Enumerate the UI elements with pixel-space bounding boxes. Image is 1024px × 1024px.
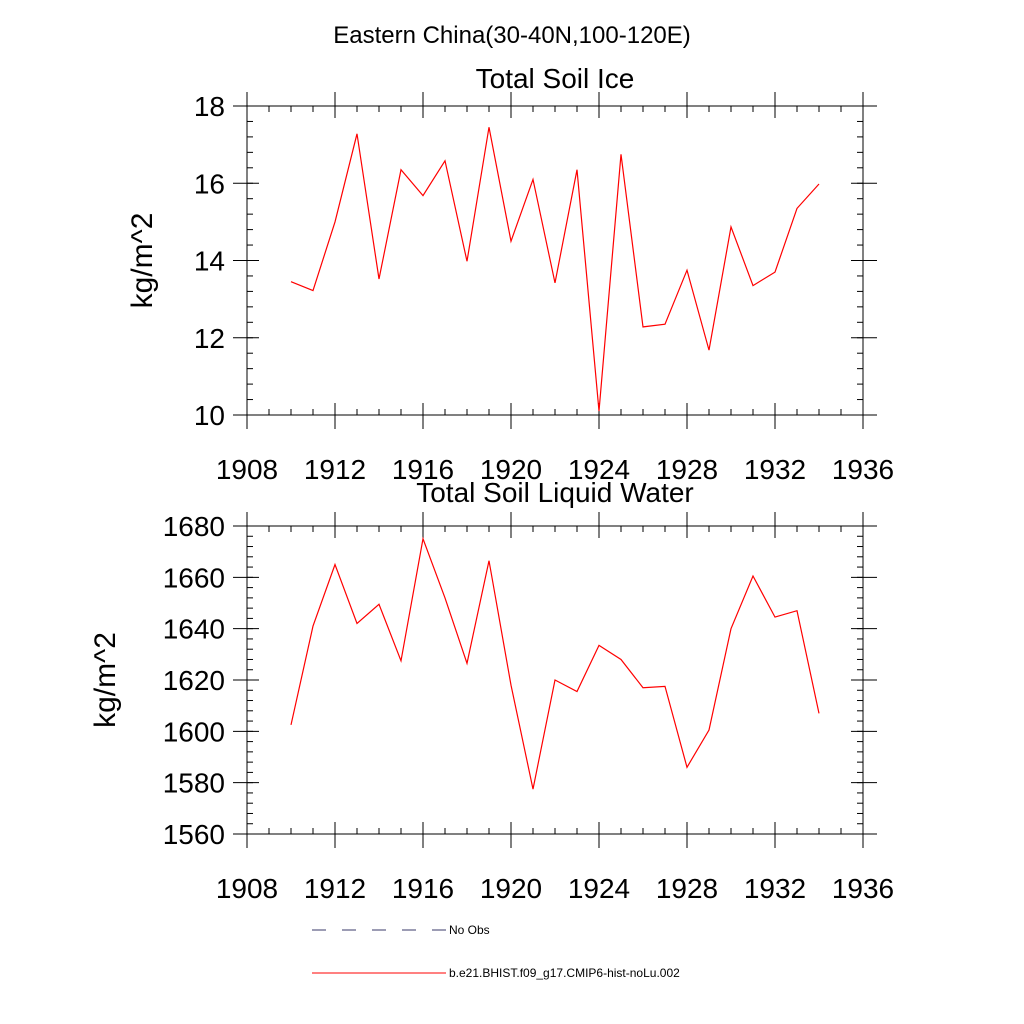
x-tick-label: 1912	[304, 873, 366, 904]
y-axis-label: kg/m^2	[89, 632, 122, 728]
y-tick-label: 12	[194, 323, 225, 354]
series-line	[290, 536, 820, 790]
x-tick-label: 1936	[832, 454, 894, 485]
x-tick-label: 1924	[568, 873, 630, 904]
legend-label: b.e21.BHIST.f09_g17.CMIP6-hist-noLu.002	[449, 966, 680, 980]
y-tick-label: 1660	[163, 562, 225, 593]
series-line	[290, 127, 820, 412]
x-tick-label: 1920	[480, 873, 542, 904]
legend-entry-model-run: b.e21.BHIST.f09_g17.CMIP6-hist-noLu.002	[312, 966, 680, 980]
y-tick-label: 1560	[163, 819, 225, 850]
x-tick-label: 1924	[568, 454, 630, 485]
y-tick-label: 1600	[163, 716, 225, 747]
chart-panel-total-soil-ice: Total Soil Ice 10 12 14 16 18 1908 1912 1916 1920…	[126, 63, 894, 485]
x-tick-label: 1908	[216, 454, 278, 485]
y-axis-label: kg/m^2	[126, 213, 159, 309]
x-tick-label: 1936	[832, 873, 894, 904]
y-tick-label: 1680	[163, 511, 225, 542]
legend-label: No Obs	[449, 923, 490, 937]
y-tick-label: 1580	[163, 768, 225, 799]
x-tick-label: 1912	[304, 454, 366, 485]
x-tick-label: 1916	[392, 873, 454, 904]
figure-suptitle: Eastern China(30-40N,100-120E)	[333, 22, 691, 49]
y-tick-label: 14	[194, 246, 225, 277]
y-tick-label: 16	[194, 168, 225, 199]
y-tick-label: 18	[194, 91, 225, 122]
legend: No Obs b.e21.BHIST.f09_g17.CMIP6-hist-no…	[312, 923, 680, 980]
x-tick-label: 1928	[656, 873, 718, 904]
x-tick-label: 1928	[656, 454, 718, 485]
legend-entry-no-obs: No Obs	[312, 923, 490, 937]
y-tick-label: 1640	[163, 614, 225, 645]
x-tick-label: 1908	[216, 873, 278, 904]
chart-title: Total Soil Ice	[476, 63, 635, 94]
x-tick-label: 1916	[392, 454, 454, 485]
y-tick-label: 10	[194, 400, 225, 431]
x-tick-label: 1920	[480, 454, 542, 485]
x-tick-label: 1932	[744, 873, 806, 904]
chart-title: Total Soil Liquid Water	[416, 477, 694, 508]
plot-frame	[246, 105, 864, 416]
x-tick-label: 1932	[744, 454, 806, 485]
chart-panel-total-soil-liquid-water: Total Soil Liquid Water 1560 1580 1600 1620 1…	[89, 477, 894, 904]
y-tick-label: 1620	[163, 665, 225, 696]
